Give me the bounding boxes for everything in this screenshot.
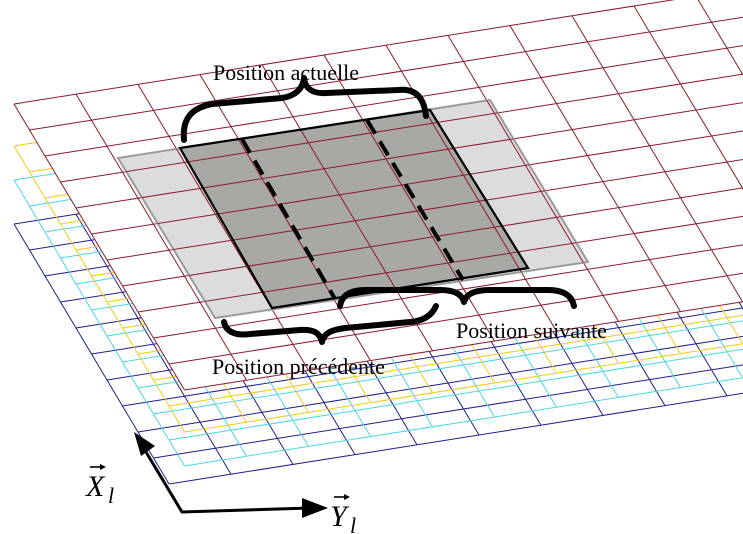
brace-next-position xyxy=(337,287,577,309)
x-axis-arrowhead xyxy=(134,432,155,456)
y-axis-subscript: l xyxy=(350,513,356,534)
grid-line xyxy=(447,100,588,318)
grid-line xyxy=(697,0,743,77)
x-vector-arrowhead-icon xyxy=(100,464,106,470)
label-current-position: Position actuelle xyxy=(213,60,359,85)
x-axis-letter: X xyxy=(85,470,106,503)
grid-line xyxy=(168,392,743,485)
current-position-outline xyxy=(178,108,530,310)
y-axis-letter: Y xyxy=(330,500,350,533)
brace-previous-position xyxy=(221,303,439,345)
previous-boundary-dashed-line xyxy=(240,137,337,301)
grid-line xyxy=(633,5,743,190)
current-position-window xyxy=(180,110,528,308)
grid-line xyxy=(75,213,232,475)
grid-line xyxy=(75,93,247,381)
brace-current-position xyxy=(180,75,429,143)
axis-lines xyxy=(144,451,311,514)
y-axis-arrowhead xyxy=(302,498,328,518)
y-axis-label: Y l xyxy=(330,494,356,534)
x-axis-subscript: l xyxy=(108,483,114,508)
grid-line xyxy=(571,15,743,303)
grid-line xyxy=(13,145,185,433)
label-previous-position: Position précédente xyxy=(212,354,385,379)
y-vector-arrowhead-icon xyxy=(344,494,350,500)
x-axis-label: X l xyxy=(85,464,114,508)
grid-line xyxy=(13,103,185,391)
grid-line xyxy=(13,179,185,467)
grid-line xyxy=(509,25,681,312)
label-next-position: Position suivante xyxy=(456,318,607,343)
next-boundary-dashed-line xyxy=(365,118,465,282)
